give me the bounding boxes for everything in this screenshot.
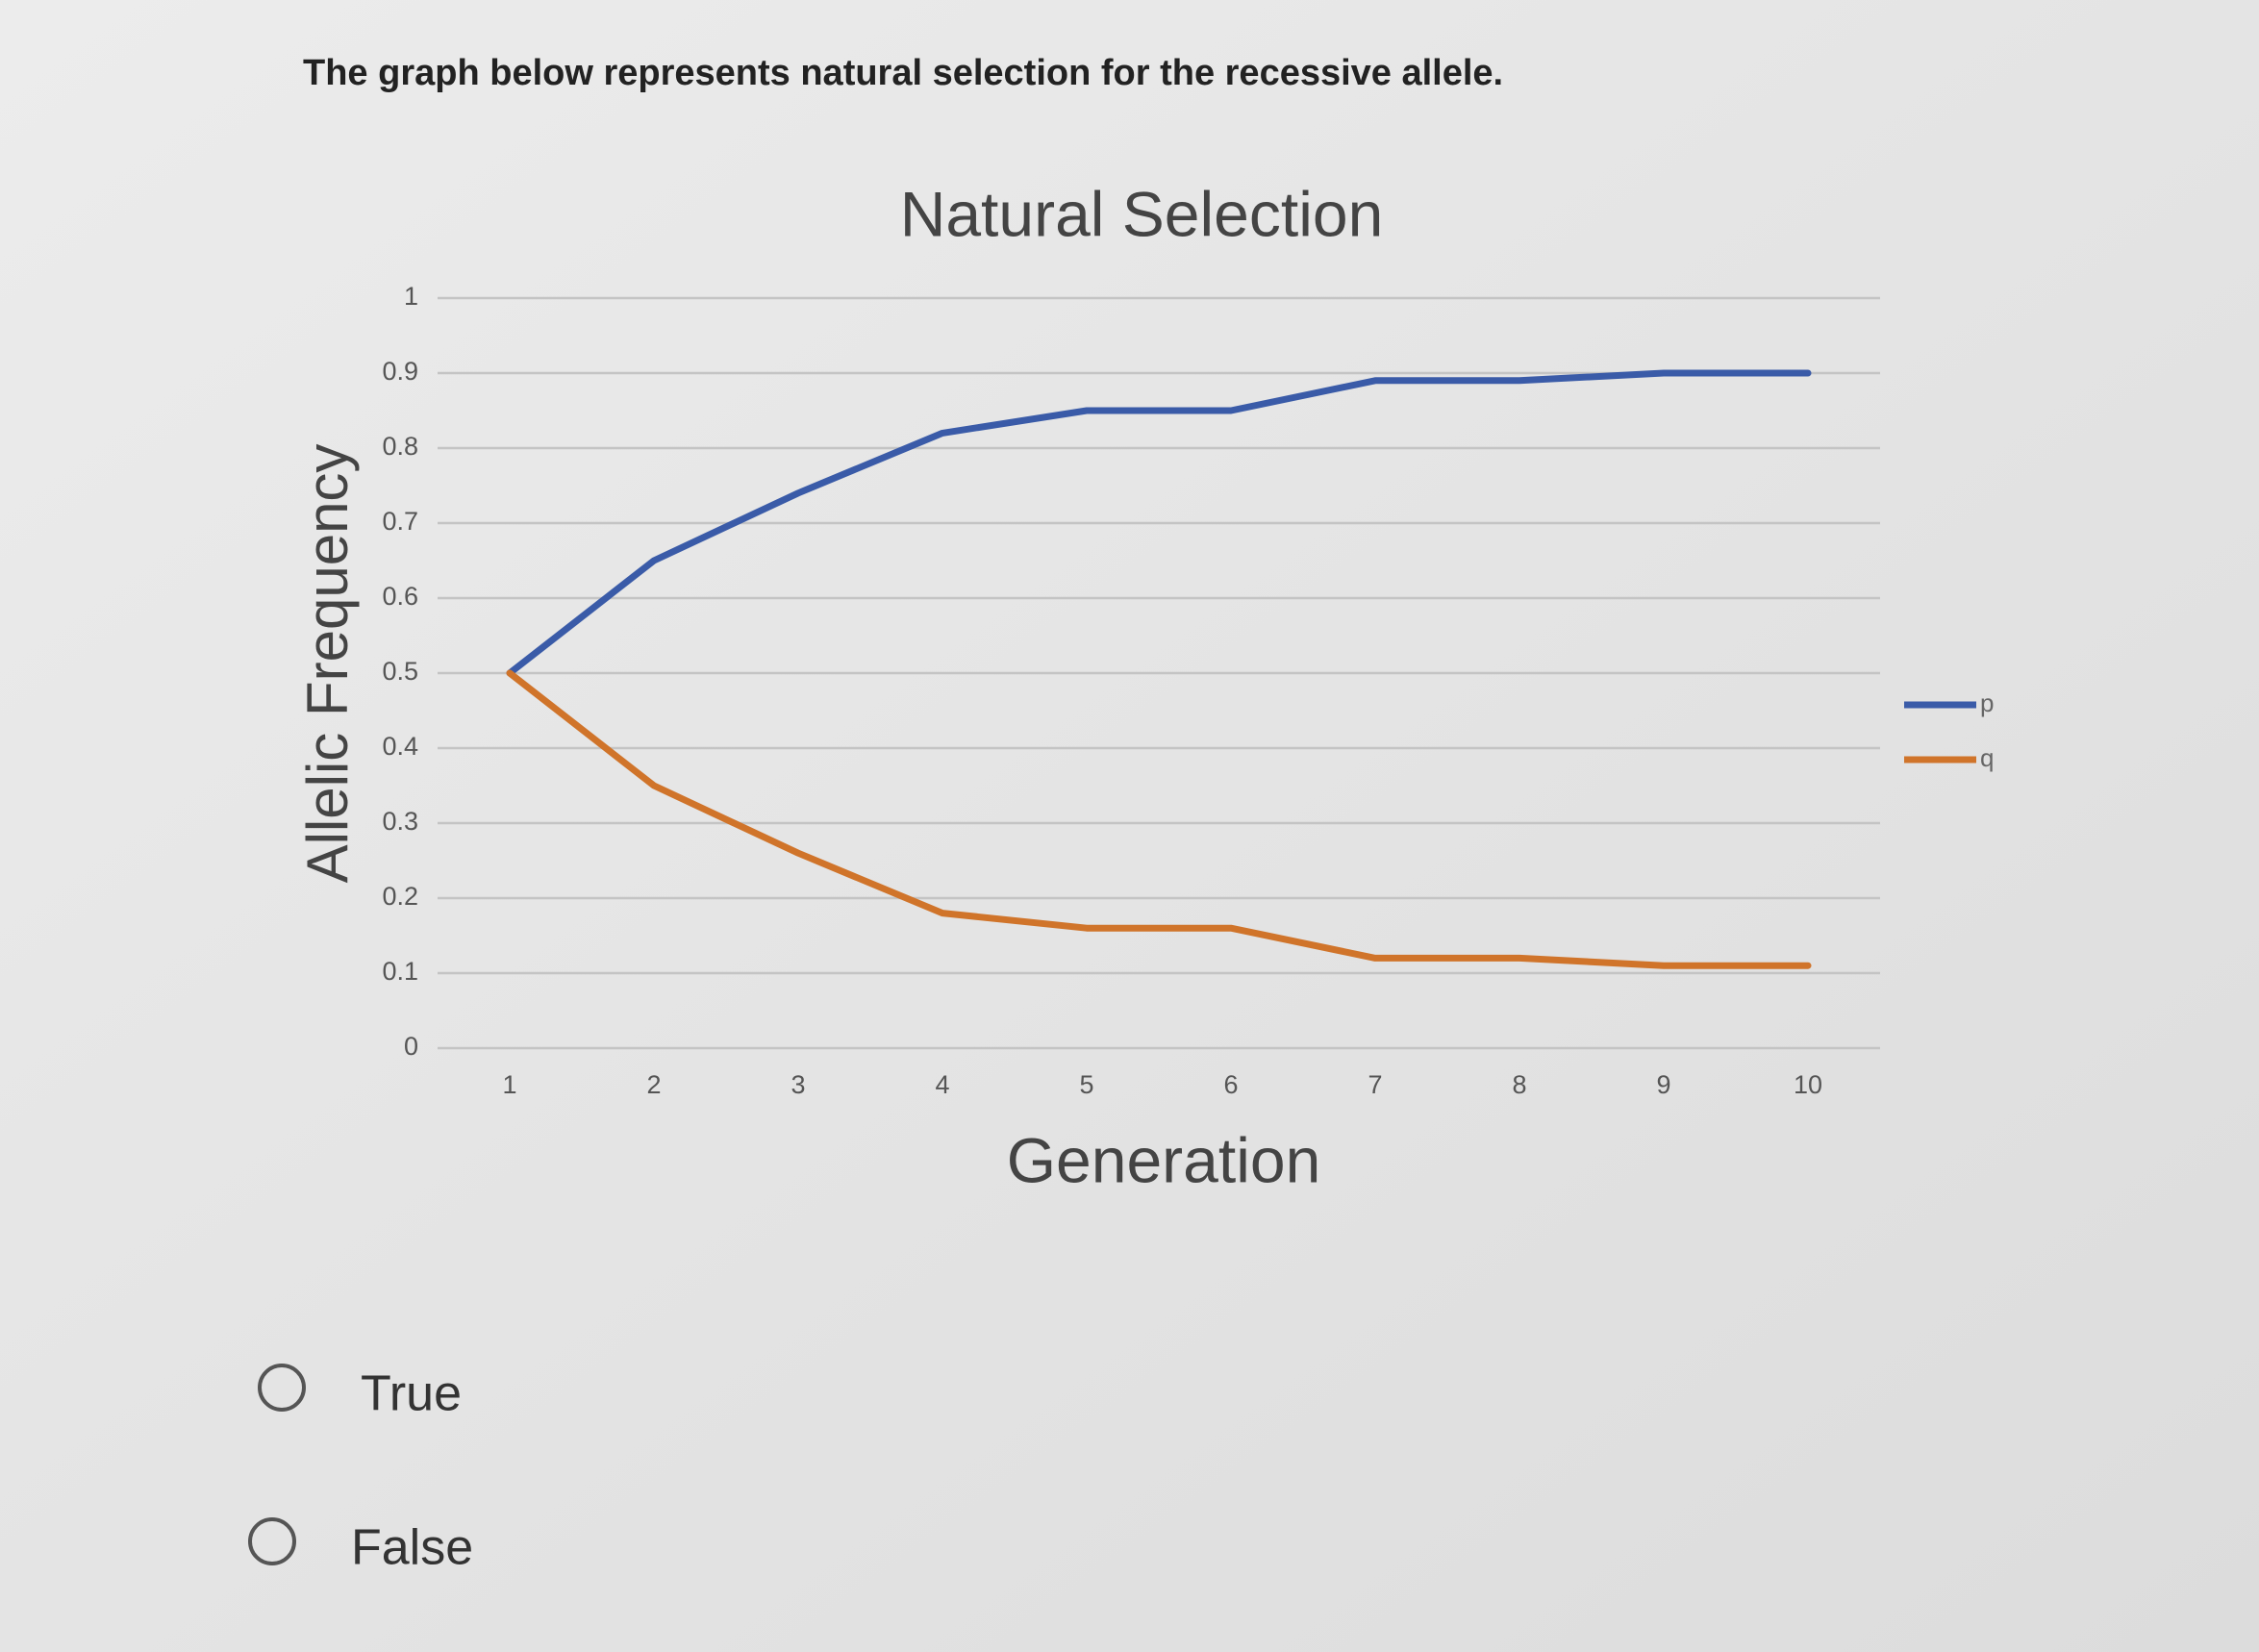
data-line bbox=[506, 369, 1812, 677]
answer-options: True False bbox=[248, 1364, 473, 1576]
x-tick-label: 9 bbox=[1656, 1070, 1670, 1099]
x-tick-label: 6 bbox=[1223, 1070, 1238, 1099]
x-tick-label: 7 bbox=[1368, 1070, 1382, 1099]
legend-label: p bbox=[1980, 688, 1994, 717]
x-tick-label: 8 bbox=[1512, 1070, 1526, 1099]
legend-label: q bbox=[1980, 743, 1994, 772]
y-tick-label: 0.7 bbox=[382, 507, 418, 536]
data-line bbox=[506, 669, 1812, 969]
x-tick-label: 2 bbox=[646, 1070, 661, 1099]
x-tick-label: 5 bbox=[1079, 1070, 1093, 1099]
radio-button[interactable] bbox=[248, 1517, 296, 1565]
y-tick-label: 0.4 bbox=[382, 732, 418, 761]
option-label[interactable]: True bbox=[361, 1366, 462, 1422]
x-tick-label: 10 bbox=[1794, 1070, 1822, 1099]
y-tick-label: 0.5 bbox=[382, 657, 418, 686]
y-tick-label: 0.3 bbox=[382, 807, 418, 836]
radio-button[interactable] bbox=[258, 1364, 306, 1412]
y-tick-label: 0.2 bbox=[382, 882, 418, 911]
y-tick-label: 1 bbox=[404, 282, 418, 311]
y-tick-label: 0.9 bbox=[382, 357, 418, 386]
y-tick-label: 0.1 bbox=[382, 957, 418, 986]
x-tick-label: 4 bbox=[935, 1070, 949, 1099]
chart-title: Natural Selection bbox=[900, 178, 1384, 249]
option-label[interactable]: False bbox=[351, 1520, 473, 1576]
question-text: The graph below represents natural selec… bbox=[303, 53, 1503, 93]
x-tick-label: 1 bbox=[502, 1070, 516, 1099]
y-tick-label: 0.8 bbox=[382, 432, 418, 461]
y-tick-label: 0.6 bbox=[382, 582, 418, 611]
y-axis-label: Allelic Frequency bbox=[295, 444, 360, 884]
x-tick-label: 3 bbox=[791, 1070, 805, 1099]
x-axis-label: Generation bbox=[1007, 1124, 1321, 1195]
y-tick-label: 0 bbox=[404, 1032, 418, 1061]
